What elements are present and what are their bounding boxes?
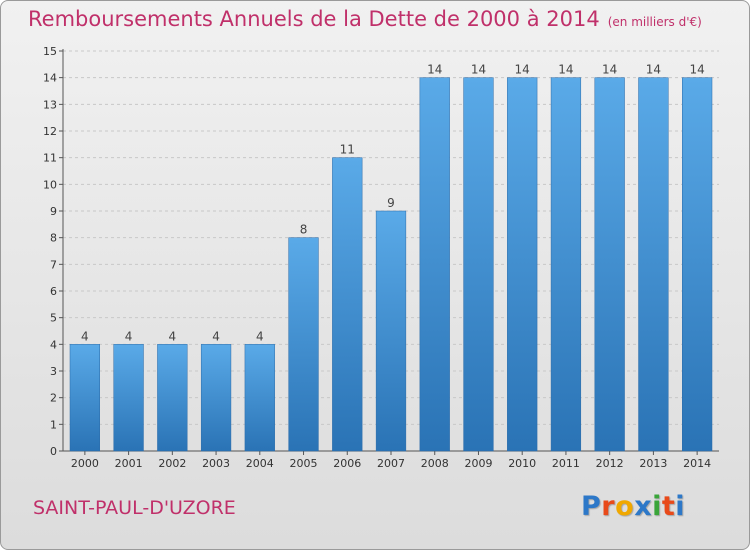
logo-letter: o xyxy=(615,491,635,522)
bar-2007 xyxy=(375,210,407,452)
y-tick-label: 14 xyxy=(43,72,57,85)
x-tick-label: 2008 xyxy=(421,457,449,470)
bar-2000 xyxy=(69,344,100,452)
data-labels: 4 4 4 4 4 8 11 9 14 14 14 14 14 14 14 xyxy=(81,63,705,344)
y-tick-label: 10 xyxy=(43,178,57,191)
location-name: SAINT-PAUL-D'UZORE xyxy=(33,497,236,519)
chart-title-text: Remboursements Annuels de la Dette de 20… xyxy=(28,7,600,31)
data-label: 4 xyxy=(256,329,264,343)
proxiti-logo: Proxiti xyxy=(581,491,685,522)
bar-2012 xyxy=(594,77,625,452)
x-tick-label: 2005 xyxy=(290,457,318,470)
y-tick-label: 2 xyxy=(50,392,57,405)
bar-2008 xyxy=(419,77,450,452)
x-tick-label: 2009 xyxy=(464,457,492,470)
data-label: 14 xyxy=(515,63,530,77)
bar-2005 xyxy=(288,237,319,452)
data-label: 14 xyxy=(427,63,442,77)
x-tick-label: 2007 xyxy=(377,457,405,470)
data-label: 14 xyxy=(646,63,661,77)
data-label: 14 xyxy=(471,63,486,77)
x-tick-label: 2010 xyxy=(508,457,536,470)
bar-2001 xyxy=(113,344,144,452)
chart-title: Remboursements Annuels de la Dette de 20… xyxy=(28,7,702,31)
bar-2010 xyxy=(507,77,538,452)
data-label: 14 xyxy=(558,63,573,77)
logo-letter: r xyxy=(601,491,616,522)
y-tick-label: 9 xyxy=(50,205,57,218)
y-tick-label: 13 xyxy=(43,98,57,111)
bar-2014 xyxy=(682,77,713,452)
x-tick-label: 2004 xyxy=(246,457,274,470)
bar-2009 xyxy=(463,77,494,452)
data-label: 14 xyxy=(602,63,617,77)
bar-2013 xyxy=(638,77,669,452)
y-tick-label: 7 xyxy=(50,258,57,271)
y-tick-label: 0 xyxy=(50,445,57,458)
bar-2011 xyxy=(550,77,582,452)
x-tick-label: 2003 xyxy=(202,457,230,470)
logo-letter: t xyxy=(661,491,676,522)
x-tick-label: 2002 xyxy=(158,457,186,470)
data-label: 11 xyxy=(340,143,355,157)
y-tick-label: 6 xyxy=(50,285,57,298)
x-tick-label: 2012 xyxy=(596,457,624,470)
data-label: 4 xyxy=(169,329,177,343)
y-tick-label: 15 xyxy=(43,45,57,58)
y-tick-label: 4 xyxy=(50,338,57,351)
bars xyxy=(69,77,713,452)
logo-letter: i xyxy=(675,491,686,522)
bar-2004 xyxy=(244,344,275,452)
y-tick-label: 8 xyxy=(50,232,57,245)
y-tick-label: 1 xyxy=(50,418,57,431)
x-tick-label: 2013 xyxy=(639,457,667,470)
bar-2006 xyxy=(332,157,363,452)
x-tick-label: 2001 xyxy=(115,457,143,470)
y-tick-label: 5 xyxy=(50,312,57,325)
data-label: 4 xyxy=(81,329,89,343)
data-label: 4 xyxy=(125,329,133,343)
y-tick-label: 12 xyxy=(43,125,57,138)
x-tick-labels: 2000 2001 2002 2003 2004 2005 2006 2007 2008 2009… xyxy=(71,457,711,470)
bar-2002 xyxy=(157,344,188,452)
chart-unit: (en milliers d'€) xyxy=(607,15,702,29)
data-label: 8 xyxy=(300,223,308,237)
x-tick-label: 2000 xyxy=(71,457,99,470)
bar-2003 xyxy=(200,344,232,452)
x-tick-label: 2014 xyxy=(683,457,711,470)
x-tick-label: 2006 xyxy=(333,457,361,470)
x-tick-label: 2011 xyxy=(552,457,580,470)
data-label: 4 xyxy=(212,329,220,343)
logo-letter: P xyxy=(581,491,602,522)
y-tick-label: 3 xyxy=(50,365,57,378)
logo-letter: i xyxy=(652,491,662,522)
data-label: 9 xyxy=(387,196,395,210)
y-tick-label: 11 xyxy=(43,152,57,165)
logo-letter: x xyxy=(634,491,653,522)
data-label: 14 xyxy=(689,63,704,77)
